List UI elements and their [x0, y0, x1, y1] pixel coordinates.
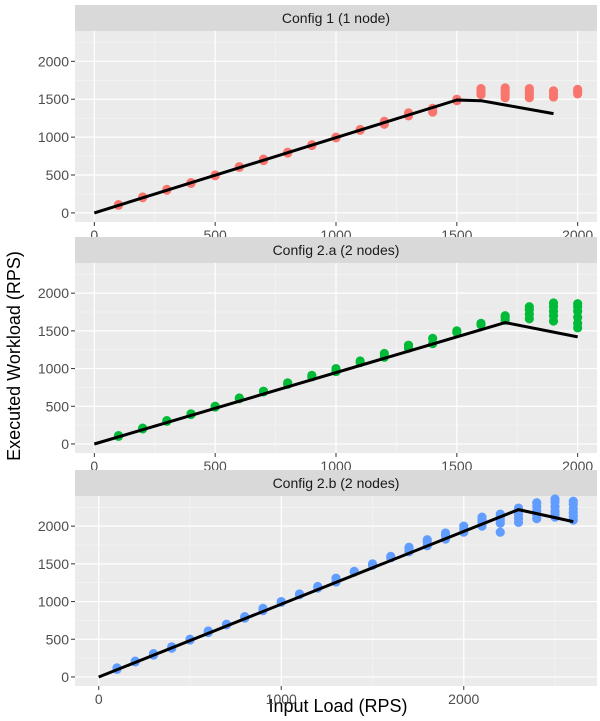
- fit-line: [93, 321, 578, 446]
- x-axis-title: Input Load (RPS): [268, 696, 407, 716]
- y-tick-label: 0: [61, 436, 69, 452]
- data-point: [573, 299, 583, 309]
- data-point: [476, 318, 486, 328]
- facet-strip: [75, 470, 597, 496]
- data-point: [548, 86, 559, 96]
- y-tick-label: 1000: [38, 129, 69, 145]
- data-point: [459, 521, 469, 531]
- panel-background: [75, 496, 597, 686]
- data-point: [524, 84, 534, 94]
- data-point: [500, 311, 510, 321]
- y-tick-label: 1000: [38, 594, 69, 610]
- data-point: [524, 302, 534, 312]
- facet-title: Config 2.a (2 nodes): [273, 242, 400, 258]
- data-point: [440, 528, 451, 538]
- y-tick-label: 500: [46, 631, 70, 647]
- y-tick-label: 1000: [38, 361, 69, 377]
- data-point: [573, 84, 583, 94]
- fit-line: [98, 508, 574, 679]
- data-point: [532, 498, 542, 508]
- data-point: [495, 527, 505, 537]
- y-tick-label: 0: [61, 205, 69, 221]
- panel-3: Config 2.b (2 nodes) 0 1000 2000 0 500 1000 150…: [38, 470, 597, 707]
- y-tick-label: 0: [61, 669, 69, 685]
- x-tick-label: 2000: [448, 691, 479, 707]
- x-tick-label: 0: [95, 691, 103, 707]
- facet-strip: [75, 237, 597, 263]
- y-tick-label: 1500: [38, 91, 69, 107]
- data-point: [568, 496, 578, 506]
- data-point: [428, 333, 438, 343]
- data-point: [404, 542, 414, 552]
- data-point: [476, 84, 486, 94]
- panel-2: Config 2.a (2 nodes)0 500 1000 1500 20000500…: [38, 237, 597, 474]
- y-tick-label: 2000: [38, 53, 69, 69]
- data-point: [422, 535, 432, 545]
- data-point: [379, 348, 389, 359]
- y-tick-label: 1500: [38, 323, 69, 339]
- facet-strip: [75, 5, 597, 31]
- data-point: [477, 512, 487, 522]
- data-point: [548, 298, 559, 308]
- data-point: [500, 83, 510, 93]
- y-tick-label: 2000: [38, 518, 69, 534]
- data-point: [550, 494, 560, 504]
- x-tick-label: 1000: [266, 691, 297, 707]
- fit-line: [93, 98, 554, 215]
- y-axis-title: Executed Workload (RPS): [4, 251, 24, 461]
- facet-title: Config 1 (1 node): [282, 10, 390, 26]
- y-tick-label: 500: [46, 398, 70, 414]
- facet-panels: Config 1 (1 node) 0 500 1000 1500 2000 0 500 100…: [38, 5, 597, 707]
- data-point: [452, 326, 462, 336]
- panel-1: Config 1 (1 node)0 500 1000 1500 20000500100…: [38, 5, 597, 243]
- x-tick-label: 0: [90, 458, 98, 474]
- facet-title: Config 2.b (2 nodes): [273, 475, 400, 491]
- x-tick-label: 0: [90, 227, 98, 243]
- data-point: [403, 340, 414, 350]
- y-tick-label: 2000: [38, 285, 69, 301]
- y-tick-label: 1500: [38, 556, 69, 572]
- y-tick-label: 500: [46, 167, 70, 183]
